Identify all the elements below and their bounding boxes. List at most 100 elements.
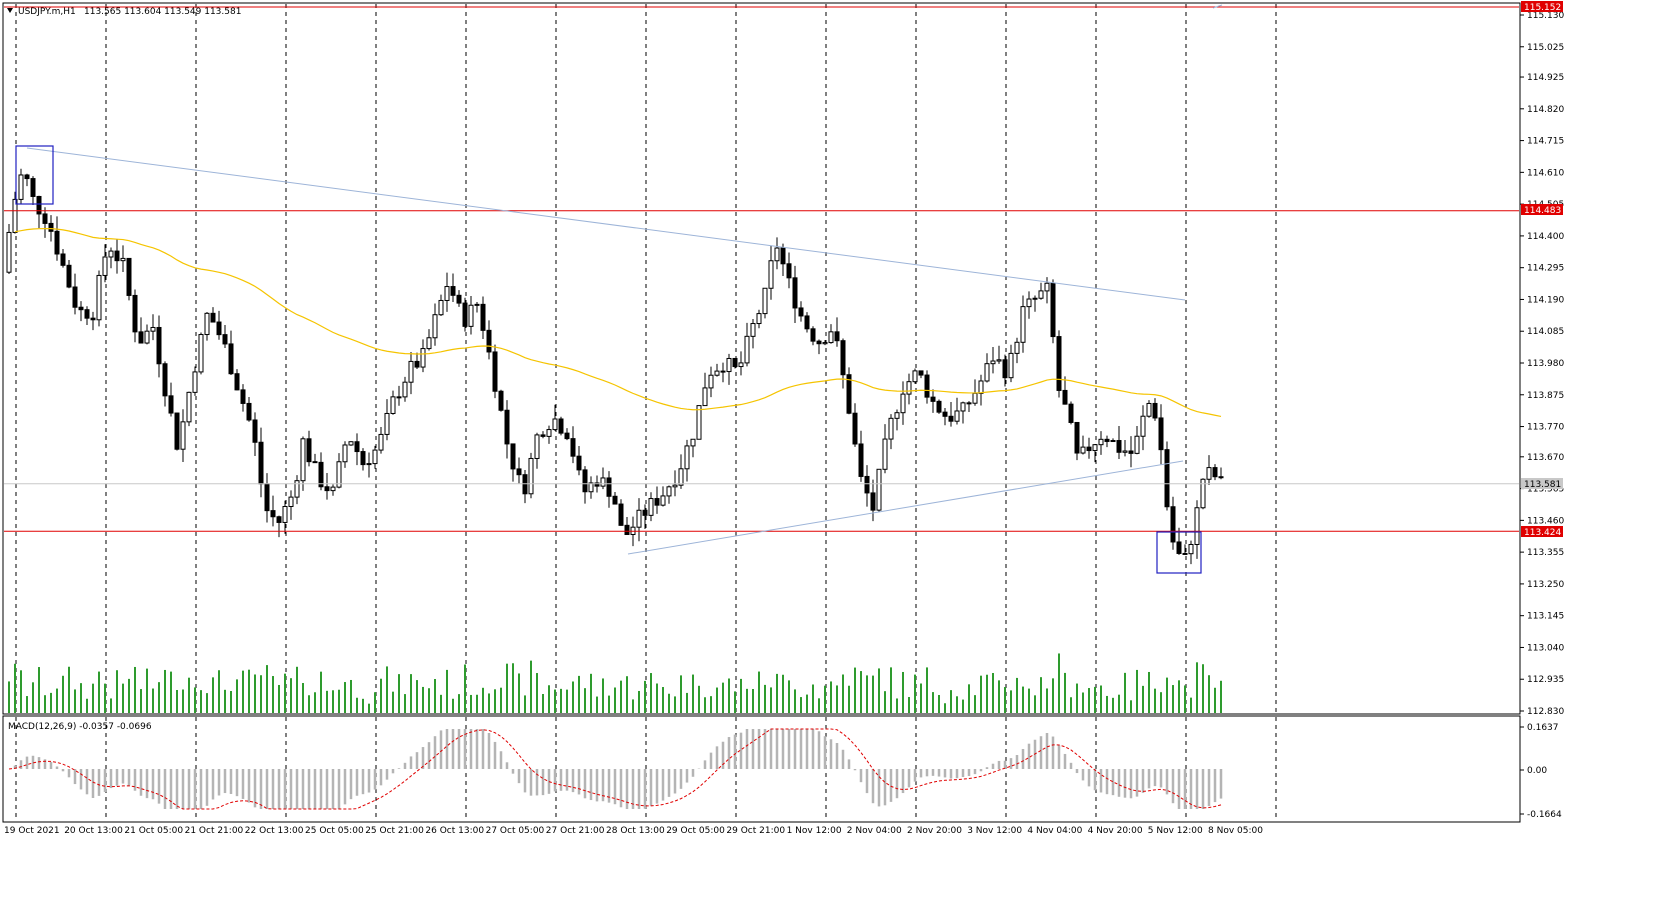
candle [384,399,390,441]
time-axis-label: 28 Oct 13:00 [606,826,665,836]
candle [168,382,174,417]
candle [966,401,972,412]
candles[interactable] [6,168,1224,565]
time-axis-label: 29 Oct 05:00 [666,826,725,836]
candle [84,306,90,325]
macd-axis-label: 0.1637 [1527,723,1559,733]
candle [342,441,348,468]
candle [900,381,906,425]
time-axis-label: 19 Oct 2021 [4,826,60,836]
candle [378,426,384,454]
overlays[interactable] [4,4,1519,574]
candle [282,500,288,534]
price-tag-support: 113.424 [1521,526,1563,538]
candle [114,239,120,274]
candle [198,332,204,375]
candle [366,452,372,478]
candle [318,452,324,491]
candle [786,252,792,289]
candle [552,404,558,431]
candle [582,466,588,504]
time-axis-label: 2 Nov 20:00 [907,826,962,836]
candle [1182,544,1188,555]
candle [882,424,888,474]
candle [270,495,276,527]
candle [360,448,366,471]
candle [498,389,504,412]
candle [600,467,606,490]
candle [624,517,630,536]
candle [480,296,486,339]
candle [78,301,84,322]
highlight-box-bottom[interactable] [1156,531,1202,574]
candle [774,237,780,270]
axes: 19 Oct 2021 20 Oct 13:00 21 Oct 05:00 21 Oc… [4,11,1564,836]
candle [1134,426,1140,455]
candle [258,427,264,498]
candle [150,314,156,341]
candle [1194,500,1200,559]
candle [906,373,912,405]
candle [858,430,864,482]
price-axis-label: 113.670 [1527,453,1564,463]
candle [138,317,144,344]
svg-text:115.152: 115.152 [1524,3,1561,13]
price-axis-label: 112.935 [1527,675,1564,685]
macd-indicator[interactable] [8,728,1223,810]
price-axis-label: 114.400 [1527,232,1564,242]
svg-text:114.483: 114.483 [1524,206,1561,216]
dropdown-triangle-icon[interactable] [7,8,13,13]
candle [492,344,498,399]
candle [120,245,126,272]
candle [1218,467,1224,480]
price-axis-label: 113.145 [1527,612,1564,622]
candle [1008,344,1014,383]
candle [468,295,474,335]
price-axis-label: 114.085 [1527,327,1564,337]
symbol-label: USDJPY.m,H1 [18,7,76,17]
candle [30,176,36,205]
candle [1200,478,1206,510]
candle [978,374,984,406]
candle [414,352,420,370]
candle [354,433,360,466]
macd-axis-label: -0.1664 [1527,810,1562,820]
candle [648,492,654,522]
candle [390,390,396,415]
highlight-box-top[interactable] [15,145,54,205]
time-axis-label: 21 Oct 21:00 [185,826,244,836]
candle [432,303,438,346]
trendline-fragment [1212,4,1223,9]
candle [660,486,666,507]
candle [288,490,294,520]
candle [102,244,108,283]
candle [1044,277,1050,304]
price-axis-label: 112.830 [1527,707,1564,717]
candle [1092,443,1098,463]
candle [252,412,258,456]
time-axis-label: 27 Oct 05:00 [486,826,545,836]
candle [1116,425,1122,459]
candle [822,340,828,346]
time-axis-label: 29 Oct 21:00 [726,826,785,836]
candle [486,320,492,360]
candle [960,401,966,424]
price-axis-label: 113.460 [1527,516,1564,526]
candle [1140,405,1146,451]
candle [768,245,774,300]
candle [690,438,696,458]
ascending-trendline[interactable] [627,460,1184,555]
candle [174,412,180,451]
candle [1110,438,1116,443]
candle [60,248,66,268]
candle [246,397,252,422]
candle [372,445,378,469]
descending-trendline[interactable] [26,147,1186,301]
candle [984,353,990,383]
candle [72,273,78,315]
candle [870,479,876,522]
candle [1164,441,1170,511]
candle [474,301,480,313]
